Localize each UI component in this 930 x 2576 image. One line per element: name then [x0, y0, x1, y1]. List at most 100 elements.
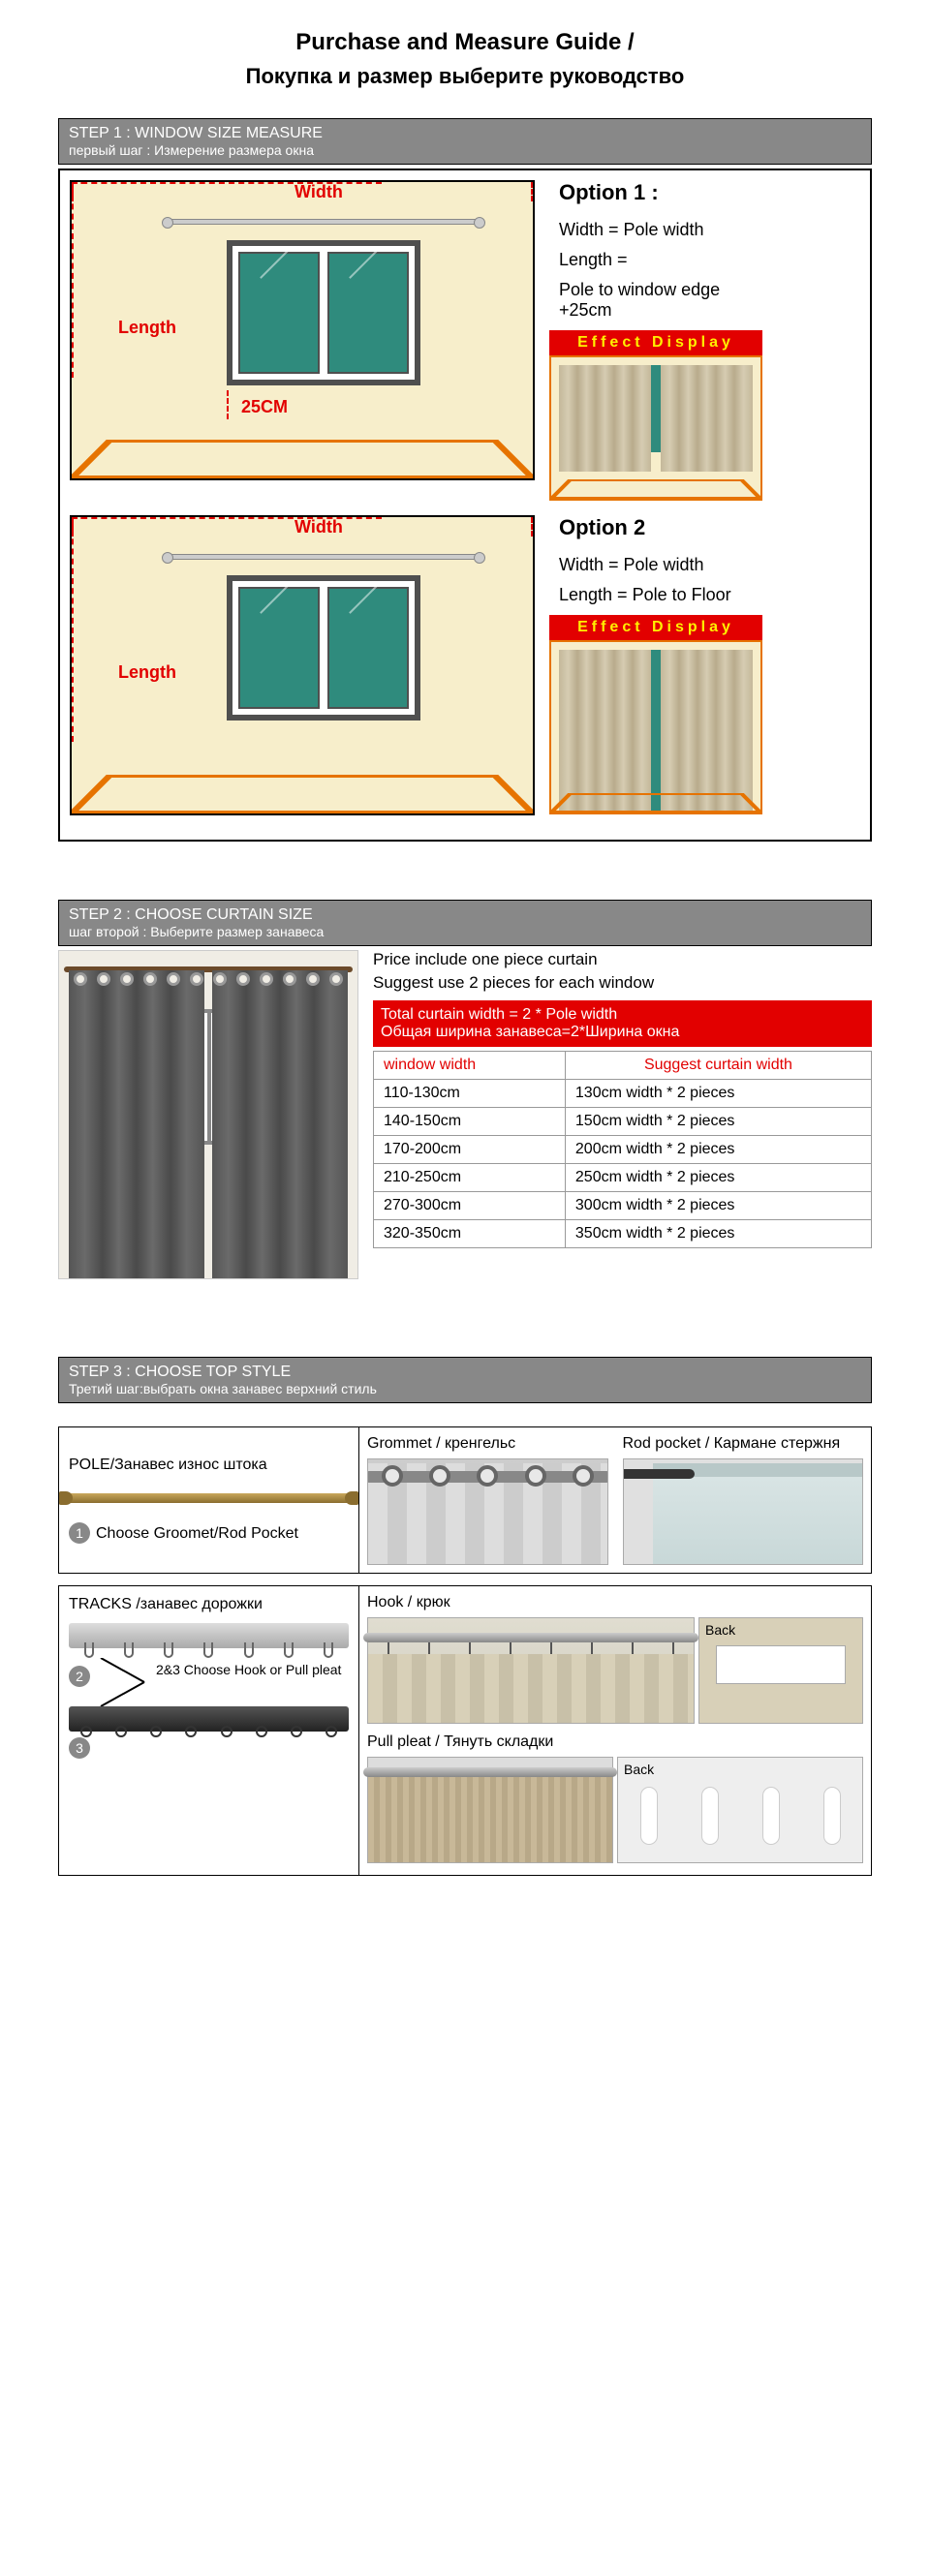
step2-info: Price include one piece curtain Suggest …: [373, 950, 872, 1279]
pole-label: POLE/Занавес износ штока: [69, 1457, 349, 1474]
step3-header-line1: STEP 3 : CHOOSE TOP STYLE: [69, 1364, 861, 1381]
option2-width: Width = Pole width: [559, 555, 762, 575]
option1-length-a: Length =: [559, 250, 762, 270]
size-table: window width Suggest curtain width 110-1…: [373, 1051, 872, 1248]
effect1-title: Effect Display: [549, 330, 762, 355]
tracks-left: TRACKS /занавес дорожки 2 2&3 Choose Hoo…: [59, 1586, 359, 1875]
th-window-width: window width: [374, 1052, 566, 1080]
tracks-label: TRACKS /занавес дорожки: [69, 1596, 349, 1613]
num-2-icon: 2: [69, 1666, 90, 1687]
formula-banner: Total curtain width = 2 * Pole width Общ…: [373, 1000, 872, 1047]
tracks-section: TRACKS /занавес дорожки 2 2&3 Choose Hoo…: [58, 1585, 872, 1876]
hook-back-image: Back: [698, 1617, 863, 1724]
step2-line1: Price include one piece curtain: [373, 950, 872, 969]
table-row: 270-300cm300cm width * 2 pieces: [374, 1192, 872, 1220]
rodpocket-item: Rod pocket / Кармане стержня: [623, 1435, 864, 1565]
length-dimension: [72, 184, 74, 378]
length-label: Length: [118, 662, 176, 683]
choose-23: 2&3 Choose Hook or Pull pleat: [156, 1662, 341, 1677]
step1-header-line2: первый шаг : Измерение размера окна: [69, 142, 861, 158]
track-silver-icon: [69, 1623, 349, 1648]
curtain-photo: [58, 950, 358, 1279]
width-label: Width: [294, 517, 343, 537]
option1-diagram: Width Length 25CM: [70, 180, 535, 480]
option2-title: Option 2: [559, 515, 762, 540]
step1-box: Width Length 25CM Option 1 : Width = Pol…: [58, 169, 872, 842]
guide-container: Purchase and Measure Guide / Покупка и р…: [0, 0, 930, 1917]
step1-header-line1: STEP 1 : WINDOW SIZE MEASURE: [69, 125, 861, 142]
option2-length: Length = Pole to Floor: [559, 585, 762, 605]
pole-icon: [169, 219, 479, 225]
step2-line2: Suggest use 2 pieces for each window: [373, 973, 872, 993]
option1-title: Option 1 :: [559, 180, 762, 205]
step2-content: Price include one piece curtain Suggest …: [58, 950, 872, 1279]
pole-icon: [169, 554, 479, 560]
pole-left: POLE/Занавес износ штока 1Choose Groomet…: [59, 1427, 359, 1573]
pullpleat-label: Pull pleat / Тянуть складки: [367, 1733, 863, 1751]
step3-header: STEP 3 : CHOOSE TOP STYLE Третий шаг:выб…: [58, 1357, 872, 1403]
num-3-row: 3: [69, 1737, 96, 1759]
rodpocket-image: [623, 1458, 864, 1565]
grommet-image: [367, 1458, 608, 1565]
pole-section: POLE/Занавес износ штока 1Choose Groomet…: [58, 1426, 872, 1574]
hook-front-image: [367, 1617, 695, 1724]
rodpocket-label: Rod pocket / Кармане стержня: [623, 1435, 864, 1453]
num-1-icon: 1: [69, 1522, 90, 1544]
table-row: 110-130cm130cm width * 2 pieces: [374, 1080, 872, 1108]
pleat-back-image: Back: [617, 1757, 863, 1863]
step2-header-line1: STEP 2 : CHOOSE CURTAIN SIZE: [69, 906, 861, 924]
back-label: Back: [705, 1622, 735, 1638]
length-dimension: [72, 519, 74, 742]
arrow-icon: [96, 1658, 154, 1706]
option2-text: Option 2 Width = Pole width Length = Pol…: [549, 515, 762, 605]
cm25-dimension: [227, 390, 229, 419]
banner-line1: Total curtain width = 2 * Pole width: [381, 1006, 864, 1024]
table-header-row: window width Suggest curtain width: [374, 1052, 872, 1080]
length-label: Length: [118, 318, 176, 338]
pleat-front-image: [367, 1757, 613, 1863]
table-row: 170-200cm200cm width * 2 pieces: [374, 1136, 872, 1164]
step2-header-line2: шаг второй : Выберите размер занавеса: [69, 924, 861, 939]
back-label: Back: [624, 1762, 654, 1777]
grommet-label: Grommet / кренгельс: [367, 1435, 608, 1453]
window-icon: [227, 240, 420, 385]
pullpleat-item: Pull pleat / Тянуть складки Back: [367, 1733, 863, 1863]
step1-header: STEP 1 : WINDOW SIZE MEASURE первый шаг …: [58, 118, 872, 165]
option1-text: Option 1 : Width = Pole width Length = P…: [549, 180, 762, 321]
option2-effect: Effect Display: [549, 615, 762, 814]
cm25-label: 25CM: [241, 397, 288, 417]
option1-row: Width Length 25CM Option 1 : Width = Pol…: [70, 180, 860, 501]
tracks-right: Hook / крюк Back Pull pleat / Тянуть скл…: [359, 1586, 871, 1875]
choose-1: 1Choose Groomet/Rod Pocket: [69, 1522, 349, 1544]
option1-right: Option 1 : Width = Pole width Length = P…: [549, 180, 762, 501]
main-title: Purchase and Measure Guide /: [58, 29, 872, 56]
floor-icon: [72, 775, 533, 813]
grommet-item: Grommet / кренгельс: [367, 1435, 608, 1565]
option1-length-b: Pole to window edge +25cm: [559, 280, 762, 321]
window-icon: [227, 575, 420, 721]
option2-right: Option 2 Width = Pole width Length = Pol…: [549, 515, 762, 815]
hook-item: Hook / крюк Back: [367, 1594, 863, 1724]
track-dark-icon: [69, 1706, 349, 1732]
effect2-title: Effect Display: [549, 615, 762, 640]
table-row: 210-250cm250cm width * 2 pieces: [374, 1164, 872, 1192]
hook-label: Hook / крюк: [367, 1594, 863, 1611]
effect1-body: [549, 355, 762, 501]
th-suggest-width: Suggest curtain width: [565, 1052, 871, 1080]
num-2-row: 2: [69, 1666, 96, 1687]
table-row: 320-350cm350cm width * 2 pieces: [374, 1220, 872, 1248]
num-3-icon: 3: [69, 1737, 90, 1759]
floor-icon: [72, 440, 533, 478]
main-subtitle: Покупка и размер выберите руководство: [58, 64, 872, 89]
pole-right: Grommet / кренгельс Rod pocket / Кармане…: [359, 1427, 871, 1573]
option2-diagram: Width Length: [70, 515, 535, 815]
step2-header: STEP 2 : CHOOSE CURTAIN SIZE шаг второй …: [58, 900, 872, 946]
pole-image-icon: [69, 1493, 349, 1503]
step3-header-line2: Третий шаг:выбрать окна занавес верхний …: [69, 1381, 861, 1396]
banner-line2: Общая ширина занавеса=2*Ширина окна: [381, 1024, 864, 1041]
option1-width: Width = Pole width: [559, 220, 762, 240]
table-row: 140-150cm150cm width * 2 pieces: [374, 1108, 872, 1136]
width-label: Width: [294, 182, 343, 202]
option2-row: Width Length Option 2 Width = Pole width…: [70, 515, 860, 815]
effect2-body: [549, 640, 762, 814]
